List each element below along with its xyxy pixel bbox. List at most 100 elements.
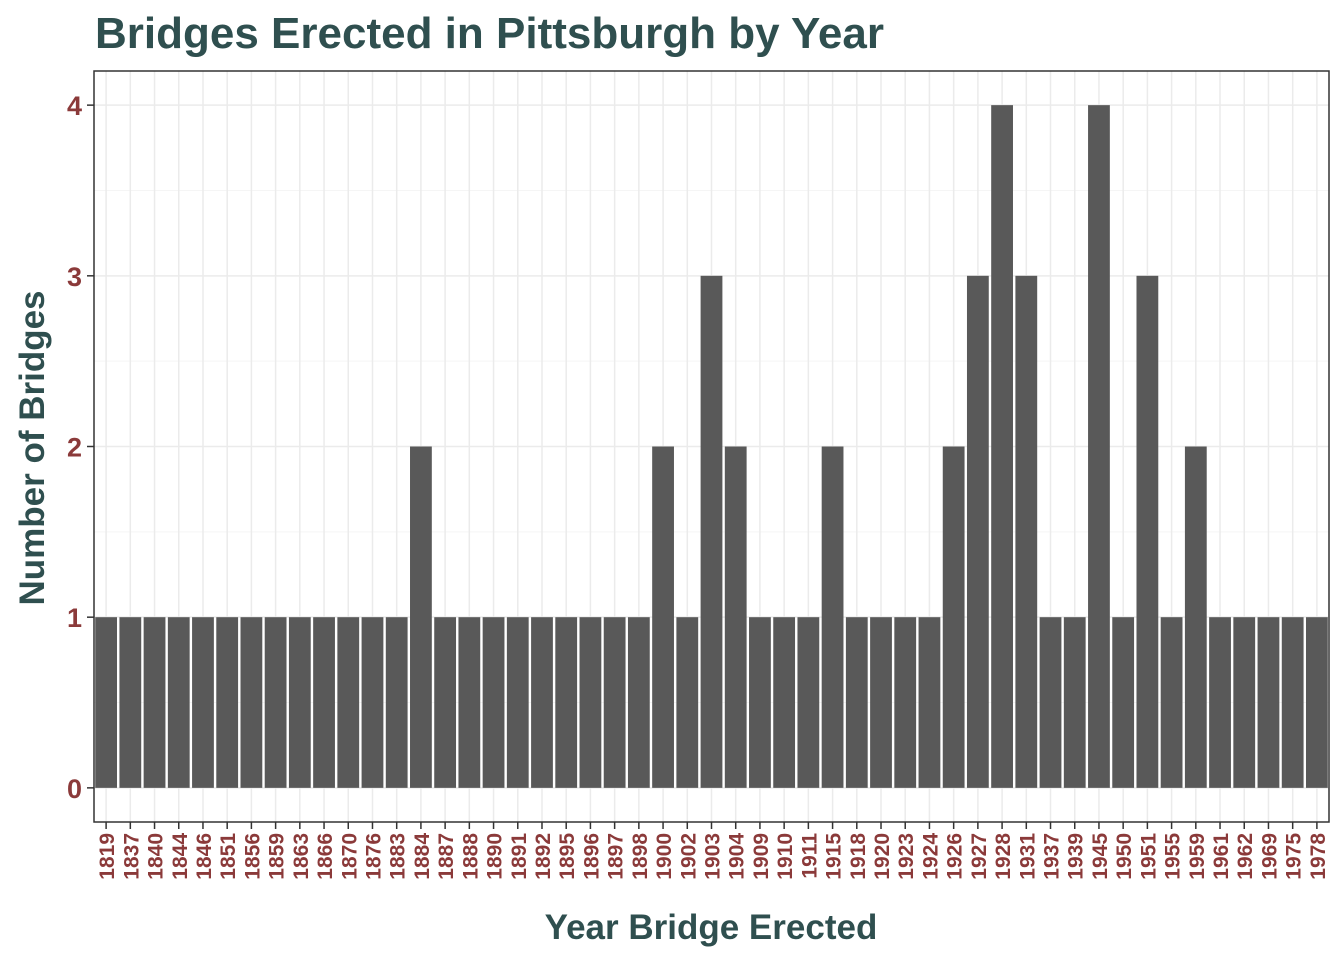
bar-1945	[1088, 105, 1110, 788]
x-tick-label: 1927	[968, 833, 991, 880]
x-tick-label: 1902	[677, 833, 700, 880]
bar-1884	[410, 446, 432, 788]
x-tick-label: 1840	[145, 833, 168, 880]
x-tick-label: 1866	[314, 833, 337, 880]
bar-1846	[192, 617, 214, 788]
bar-1887	[434, 617, 457, 788]
y-tick-label: 4	[67, 91, 82, 121]
x-tick-label: 1887	[435, 833, 458, 880]
bar-1896	[579, 617, 602, 788]
y-tick-label: 2	[67, 433, 82, 463]
bar-1870	[337, 617, 360, 788]
chart-title: Bridges Erected in Pittsburgh by Year	[95, 9, 884, 58]
x-tick-label: 1876	[362, 833, 385, 880]
bar-1819	[95, 617, 118, 788]
bar-1920	[870, 617, 892, 788]
bar-1937	[1039, 617, 1062, 788]
bars	[95, 105, 1328, 788]
x-tick-label: 1863	[290, 833, 313, 880]
x-tick-label: 1904	[726, 833, 749, 880]
bar-1911	[797, 617, 820, 788]
bar-1898	[627, 617, 650, 788]
x-tick-label: 1884	[411, 833, 434, 880]
x-tick-label: 1896	[580, 833, 603, 880]
x-tick-label: 1959	[1186, 833, 1209, 880]
x-tick-label: 1950	[1113, 833, 1136, 880]
x-tick-label: 1924	[919, 833, 942, 880]
bar-1900	[652, 446, 674, 788]
bar-1969	[1257, 617, 1280, 788]
x-tick-label: 1931	[1016, 833, 1039, 880]
bar-1904	[724, 446, 747, 788]
bar-1928	[991, 105, 1013, 788]
bar-1863	[288, 617, 311, 788]
bar-1926	[942, 446, 965, 788]
bar-1939	[1063, 617, 1086, 788]
bar-1866	[313, 617, 335, 788]
bar-1918	[845, 617, 868, 788]
bar-1975	[1281, 617, 1304, 788]
x-tick-label: 1937	[1041, 833, 1064, 880]
x-tick-label: 1955	[1162, 833, 1185, 880]
bar-1883	[385, 617, 408, 788]
x-tick-label: 1859	[266, 833, 289, 880]
bar-1892	[531, 617, 553, 788]
bar-1927	[966, 275, 989, 788]
bar-1856	[240, 617, 263, 788]
x-tick-label: 1945	[1089, 833, 1112, 880]
x-tick-label: 1975	[1283, 833, 1306, 880]
x-tick-label: 1962	[1234, 833, 1257, 880]
bar-1895	[555, 617, 578, 788]
bar-1837	[119, 617, 142, 788]
x-tick-label: 1900	[653, 833, 676, 880]
x-tick-label: 1851	[217, 833, 240, 880]
x-tick-label: 1819	[96, 833, 119, 880]
x-tick-label: 1915	[823, 833, 846, 880]
bar-1891	[506, 617, 529, 788]
x-tick-label: 1969	[1258, 833, 1281, 880]
x-tick-label: 1928	[992, 833, 1015, 880]
x-tick-label: 1910	[774, 833, 797, 880]
x-tick-label: 1920	[871, 833, 894, 880]
bar-1888	[458, 617, 481, 788]
y-axis-title: Number of Bridges	[13, 290, 52, 605]
bar-1859	[264, 617, 287, 788]
bar-1962	[1233, 617, 1256, 788]
x-tick-label: 1888	[459, 833, 482, 880]
bar-1890	[482, 617, 505, 788]
x-tick-label: 1926	[944, 833, 967, 880]
x-tick-label: 1978	[1307, 833, 1330, 880]
bar-1903	[700, 275, 723, 788]
x-tick-label: 1883	[387, 833, 410, 880]
x-tick-label: 1909	[750, 833, 773, 880]
bar-1931	[1015, 275, 1038, 788]
bar-1897	[603, 617, 626, 788]
bar-1844	[167, 617, 190, 788]
x-tick-label: 1923	[895, 833, 918, 880]
y-tick-label: 1	[67, 603, 82, 633]
y-tick-label: 3	[67, 262, 82, 292]
bar-1910	[773, 617, 796, 788]
x-tick-label: 1951	[1137, 833, 1160, 880]
bar-1955	[1160, 617, 1183, 788]
bar-1840	[143, 617, 166, 788]
bar-1951	[1136, 275, 1159, 788]
bar-1978	[1305, 617, 1328, 788]
bar-1876	[361, 617, 384, 788]
bar-1924	[918, 617, 941, 788]
x-axis: 1819 1837 1840 1844 1846 1851 1856 1859 1863 1866…	[96, 822, 1330, 880]
x-tick-label: 1856	[241, 833, 264, 880]
x-tick-label: 1891	[508, 833, 531, 880]
x-tick-label: 1892	[532, 833, 555, 880]
x-tick-label: 1911	[798, 833, 821, 879]
x-tick-label: 1961	[1210, 833, 1233, 880]
x-tick-label: 1939	[1065, 833, 1088, 880]
bar-1909	[749, 617, 771, 788]
x-tick-label: 1895	[556, 833, 579, 880]
x-tick-label: 1890	[484, 833, 507, 880]
x-tick-label: 1870	[338, 833, 361, 880]
bar-1950	[1112, 617, 1135, 788]
bar-1851	[216, 617, 239, 788]
bar-1959	[1184, 446, 1207, 788]
